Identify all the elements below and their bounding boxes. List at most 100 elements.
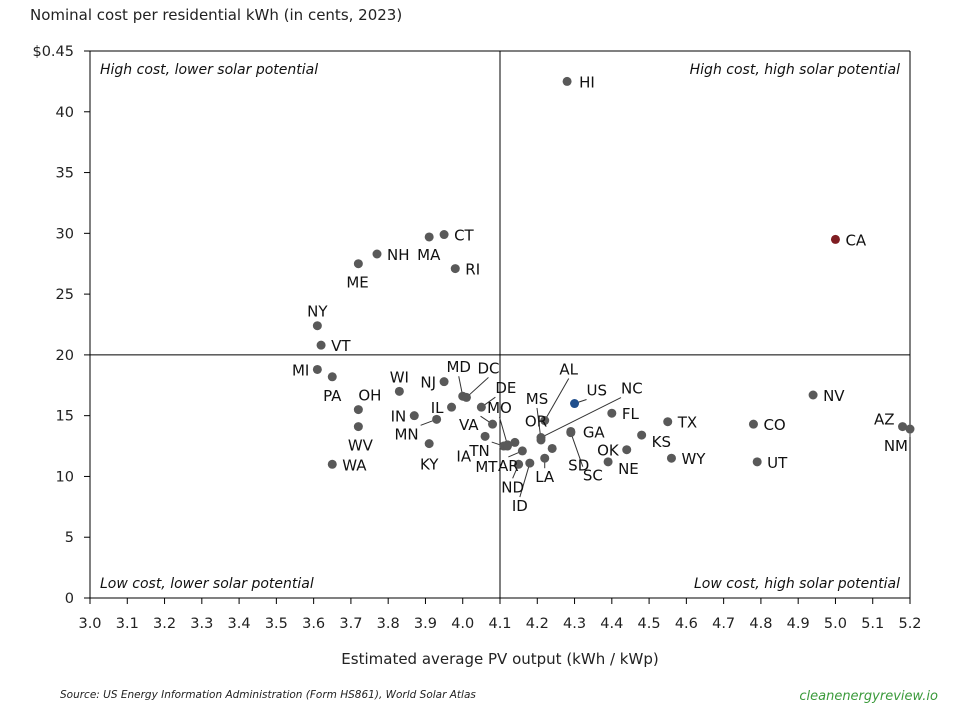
point-label-nh: NH	[387, 246, 410, 264]
data-point-wv	[353, 422, 363, 432]
data-point-or	[510, 437, 520, 447]
point-label-de: DE	[495, 379, 516, 397]
point-label-az: AZ	[874, 411, 895, 429]
x-tick-label: 5.0	[824, 616, 847, 632]
axes: 3.0 3.1 3.2 3.3 3.4 3.5 3.6 3.7 3.8 3.9 4.0 4.1 4.2 4…	[32, 44, 921, 632]
point-label-fl: FL	[622, 405, 640, 423]
point-label-nc: NC	[621, 380, 643, 398]
x-tick-label: 4.7	[712, 616, 735, 632]
leader-line-sc	[570, 432, 584, 467]
data-point-pa	[327, 372, 337, 382]
x-tick-label: 4.2	[526, 616, 549, 632]
point-label-tn: TN	[468, 442, 489, 460]
point-label-nv: NV	[823, 387, 845, 405]
x-tick-label: 5.2	[898, 616, 921, 632]
leader-line-al	[544, 378, 570, 421]
point-label-ok: OK	[597, 442, 620, 460]
point-label-sd: SD	[568, 456, 589, 474]
point-label-ri: RI	[465, 261, 480, 279]
data-point-al	[540, 416, 550, 426]
data-point-mo	[502, 440, 512, 450]
data-point-ct	[439, 230, 449, 240]
data-point-co	[748, 419, 758, 429]
point-label-va: VA	[459, 416, 479, 434]
x-tick-label: 4.9	[787, 616, 810, 632]
data-point-de	[476, 402, 486, 412]
x-tick-label: 3.0	[78, 616, 101, 632]
data-point-va	[488, 419, 498, 429]
leader-line-mo	[498, 416, 508, 445]
x-tick-label: 5.1	[861, 616, 884, 632]
point-label-ia: IA	[456, 447, 471, 465]
data-point-az	[898, 422, 908, 432]
point-label-oh: OH	[358, 387, 381, 405]
quadrant-label-top-right: High cost, high solar potential	[690, 62, 900, 78]
data-point-ny	[312, 321, 322, 331]
point-label-ne: NE	[618, 460, 639, 478]
data-point-ne	[603, 457, 613, 467]
y-axis-title: Nominal cost per residential kWh (in cen…	[30, 6, 403, 24]
leader-lines	[420, 376, 911, 498]
data-point-nm	[905, 424, 915, 434]
point-label-nd: ND	[501, 478, 524, 496]
data-point-wa	[327, 459, 337, 469]
point-label-id: ID	[512, 497, 528, 515]
point-label-mt: MT	[475, 458, 498, 476]
x-tick-label: 4.4	[600, 616, 623, 632]
point-label-ks: KS	[652, 433, 671, 451]
brand-link[interactable]: cleanenergyreview.io	[799, 689, 938, 704]
y-tick-label: 0	[65, 591, 74, 607]
x-tick-label: 4.8	[749, 616, 772, 632]
point-label-la: LA	[535, 468, 555, 486]
y-tick-label: 10	[56, 469, 74, 485]
data-point-nd	[514, 459, 524, 469]
point-label-me: ME	[346, 274, 368, 292]
data-point-la	[540, 453, 550, 463]
leader-line-dc	[466, 377, 489, 398]
data-point-mn	[432, 414, 442, 424]
quadrant-labels: High cost, lower solar potential High cos…	[100, 62, 900, 592]
y-tick-label: 25	[56, 287, 74, 303]
data-point-ut	[752, 457, 762, 467]
point-label-hi: HI	[579, 73, 595, 91]
y-tick-label: 40	[56, 105, 74, 121]
y-tick-label: $0.45	[32, 44, 74, 60]
source-note: Source: US Energy Information Administra…	[60, 689, 476, 701]
data-point-oh	[353, 405, 363, 415]
point-label-wa: WA	[342, 456, 367, 474]
point-label-mn: MN	[394, 425, 418, 443]
y-tick-label: 15	[56, 409, 74, 425]
data-point-ky	[424, 439, 434, 449]
data-point-ia	[480, 431, 490, 441]
point-label-ut: UT	[767, 454, 788, 472]
data-point-ri	[450, 264, 460, 274]
x-tick-label: 3.8	[377, 616, 400, 632]
data-point-wi	[394, 386, 404, 396]
point-label-md: MD	[446, 358, 471, 376]
point-label-us: US	[587, 382, 608, 400]
leader-line-id	[519, 462, 531, 498]
point-label-pa: PA	[323, 387, 342, 405]
quadrant-label-top-left: High cost, lower solar potential	[100, 62, 318, 78]
data-point-mi	[312, 364, 322, 374]
data-point-fl	[607, 408, 617, 418]
point-label-wv: WV	[348, 437, 374, 455]
y-tick-label: 20	[56, 348, 74, 364]
point-label-wy: WY	[681, 450, 706, 468]
data-points	[312, 76, 915, 469]
x-tick-label: 3.3	[190, 616, 213, 632]
point-label-co: CO	[763, 416, 785, 434]
data-point-hi	[562, 76, 572, 86]
point-label-ma: MA	[417, 246, 441, 264]
data-point-nj	[439, 377, 449, 387]
point-label-vt: VT	[331, 337, 351, 355]
data-point-nc	[536, 433, 546, 443]
leader-line-nc	[540, 397, 622, 438]
x-tick-label: 4.1	[488, 616, 511, 632]
data-point-id	[525, 458, 535, 468]
point-label-ar: AR	[498, 457, 519, 475]
x-tick-label: 3.4	[228, 616, 251, 632]
point-label-il: IL	[431, 399, 444, 417]
